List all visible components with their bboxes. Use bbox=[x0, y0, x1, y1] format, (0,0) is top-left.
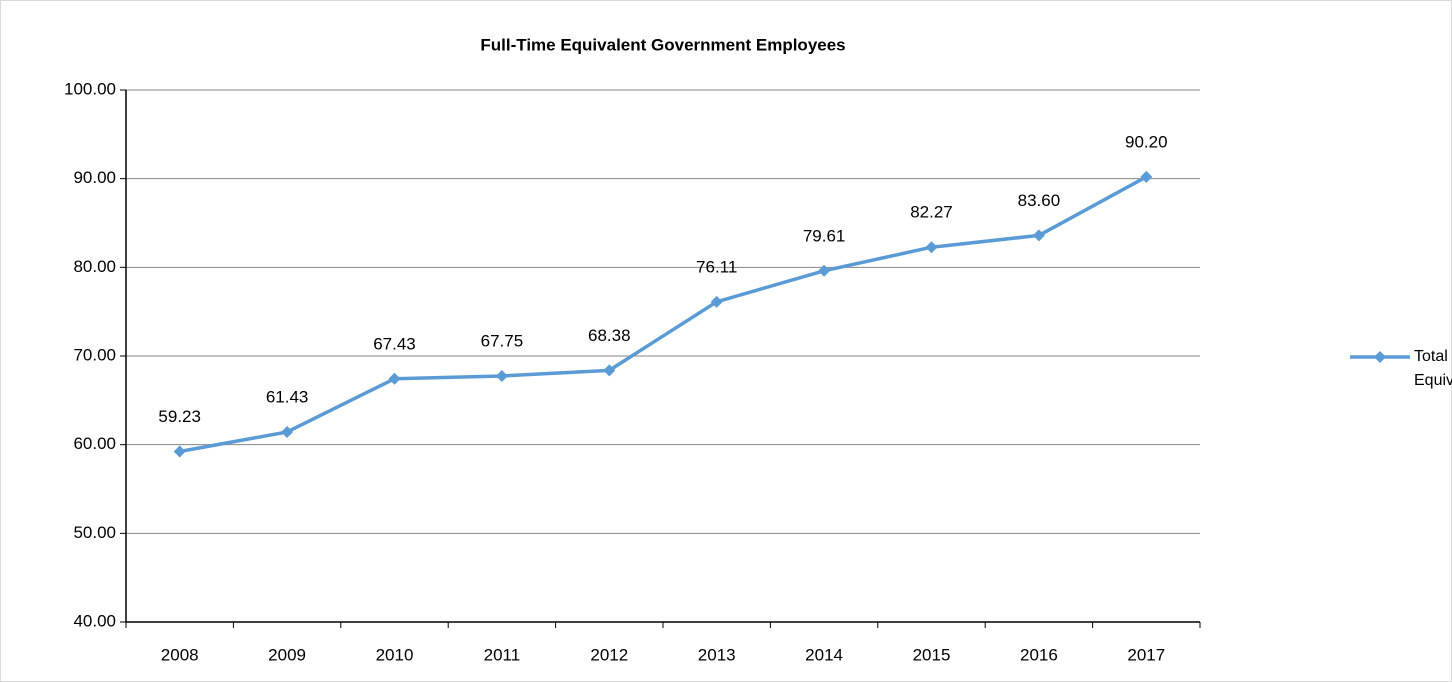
point-marker bbox=[925, 241, 938, 254]
point-marker bbox=[1140, 170, 1153, 183]
data-label: 61.43 bbox=[266, 387, 309, 406]
data-label: 83.60 bbox=[1018, 191, 1061, 210]
legend-marker bbox=[1374, 351, 1386, 363]
chart-title: Full-Time Equivalent Government Employee… bbox=[480, 35, 845, 54]
point-marker bbox=[710, 295, 723, 308]
point-marker bbox=[1032, 229, 1045, 242]
y-tick-label: 90.00 bbox=[73, 168, 116, 187]
y-tick-label: 100.00 bbox=[64, 79, 116, 98]
data-label: 67.75 bbox=[481, 331, 524, 350]
legend-label: Total Full-time Equivalents bbox=[1414, 348, 1452, 389]
data-label: 82.27 bbox=[910, 203, 953, 222]
x-tick-label: 2008 bbox=[161, 645, 199, 664]
data-label: 67.43 bbox=[373, 334, 416, 353]
point-marker bbox=[281, 425, 294, 438]
x-tick-label: 2013 bbox=[698, 645, 736, 664]
x-tick-label: 2009 bbox=[268, 645, 306, 664]
point-marker bbox=[495, 369, 508, 382]
x-tick-label: 2012 bbox=[590, 645, 628, 664]
x-tick-label: 2016 bbox=[1020, 645, 1058, 664]
x-tick-label: 2011 bbox=[484, 645, 521, 664]
data-label: 79.61 bbox=[803, 226, 846, 245]
data-label: 59.23 bbox=[158, 407, 201, 426]
point-marker bbox=[603, 364, 616, 377]
data-label: 90.20 bbox=[1125, 132, 1168, 151]
point-marker bbox=[388, 372, 401, 385]
y-tick-label: 60.00 bbox=[73, 434, 116, 453]
x-tick-label: 2017 bbox=[1127, 645, 1165, 664]
x-tick-label: 2010 bbox=[376, 645, 414, 664]
point-marker bbox=[818, 264, 831, 277]
series-line bbox=[179, 175, 1148, 454]
x-tick-label: 2015 bbox=[913, 645, 951, 664]
y-tick-label: 40.00 bbox=[73, 611, 116, 630]
y-tick-label: 70.00 bbox=[73, 345, 116, 364]
x-tick-label: 2014 bbox=[805, 645, 843, 664]
data-label: 76.11 bbox=[696, 257, 737, 276]
y-tick-label: 50.00 bbox=[73, 523, 116, 542]
data-label: 68.38 bbox=[588, 326, 631, 345]
point-marker bbox=[173, 445, 186, 458]
y-tick-label: 80.00 bbox=[73, 257, 116, 276]
